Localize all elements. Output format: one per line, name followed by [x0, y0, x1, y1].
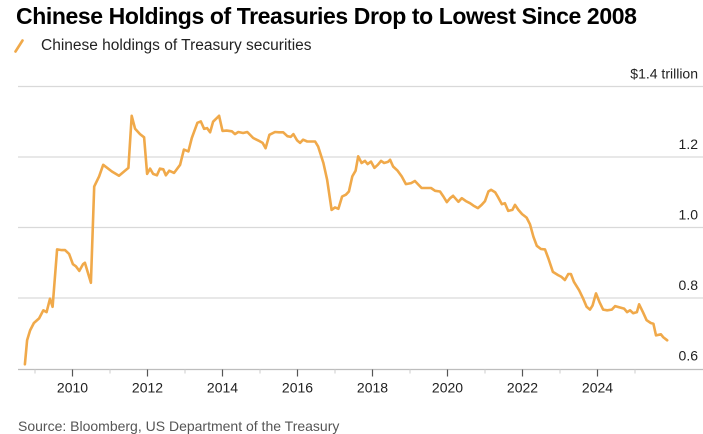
y-tick-label: $1.4 trillion: [630, 66, 698, 82]
y-axis-labels: $1.4 trillion 1.2 1.0 0.8 0.6: [630, 66, 698, 364]
x-tick-label: 2018: [357, 380, 388, 396]
legend: Chinese holdings of Treasury securities: [14, 36, 312, 56]
x-tick-label: 2024: [582, 380, 613, 396]
gridlines: [18, 85, 703, 299]
x-tick-label: 2010: [57, 380, 88, 396]
y-tick-label: 0.8: [679, 277, 699, 293]
legend-line-icon: [14, 39, 24, 53]
series-layer: [23, 114, 669, 366]
y-tick-label: 1.2: [679, 136, 699, 152]
legend-label: Chinese holdings of Treasury securities: [41, 37, 312, 54]
x-tick-label: 2014: [207, 380, 238, 396]
chart-title: Chinese Holdings of Treasuries Drop to L…: [16, 3, 637, 29]
x-tick-label: 2020: [432, 380, 463, 396]
x-tick-label: 2012: [132, 380, 163, 396]
source-note: Source: Bloomberg, US Department of the …: [18, 418, 340, 434]
series-line-chinese-holdings: [23, 114, 669, 366]
y-tick-label: 1.0: [679, 207, 699, 223]
y-tick-label: 0.6: [679, 348, 699, 364]
x-axis: 2010 2012 2014 2016 2018 2020 2022 2024: [18, 368, 703, 396]
x-tick-label: 2016: [282, 380, 313, 396]
x-tick-label: 2022: [507, 380, 538, 396]
